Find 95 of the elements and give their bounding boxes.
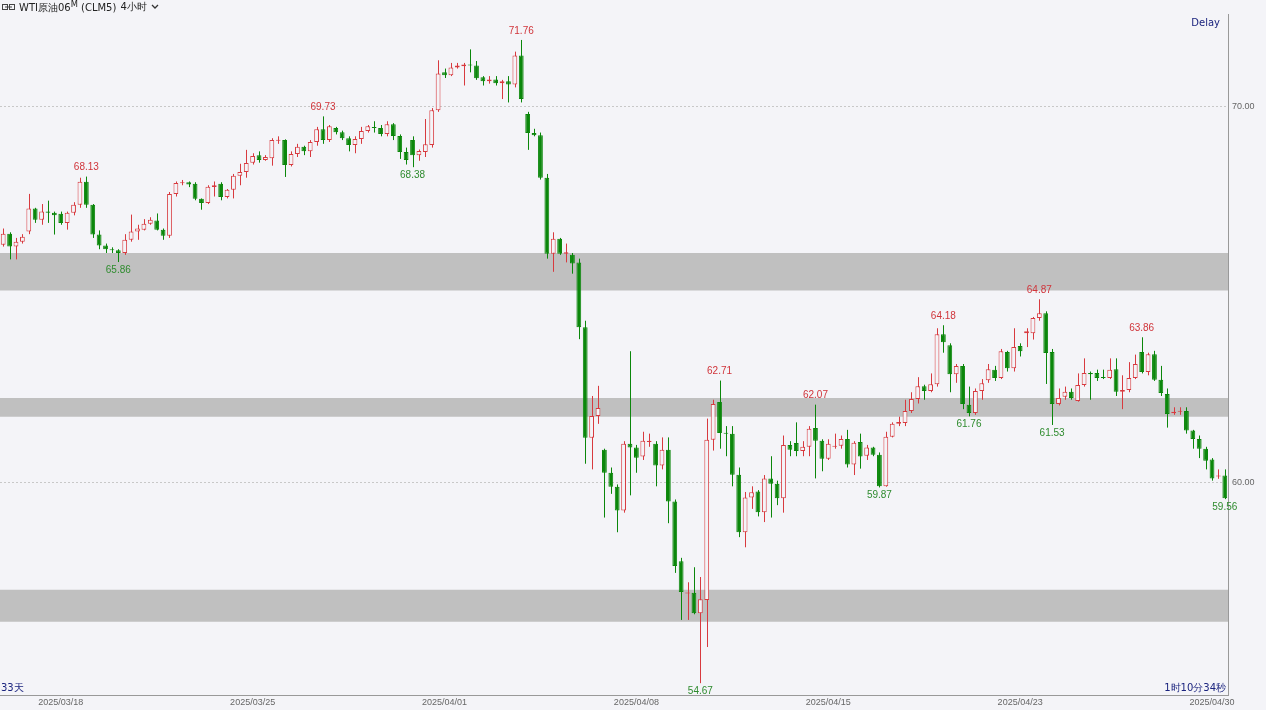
candlestick bbox=[633, 444, 639, 474]
candlestick bbox=[909, 391, 914, 414]
candlestick bbox=[83, 176, 89, 209]
candlestick bbox=[231, 173, 236, 199]
candlestick bbox=[825, 438, 831, 461]
candlestick bbox=[972, 387, 978, 416]
candlestick bbox=[940, 324, 946, 354]
candlestick bbox=[96, 229, 102, 250]
candlestick bbox=[525, 111, 531, 151]
annotation: 61.53 bbox=[1039, 426, 1066, 438]
candlestick bbox=[1075, 372, 1081, 403]
candlestick bbox=[218, 181, 224, 201]
x-tick-label: 2025/04/15 bbox=[805, 697, 851, 708]
x-tick-label: 2025/04/01 bbox=[421, 697, 468, 708]
annotation: 59.56 bbox=[1212, 500, 1238, 512]
annotation: 33天 bbox=[1, 681, 24, 693]
candlestick bbox=[39, 203, 44, 226]
y-tick-label: 70.00 bbox=[1232, 100, 1255, 111]
chart-subtitle: 4小时 bbox=[120, 0, 147, 14]
candlestick bbox=[243, 149, 249, 179]
candlestick bbox=[26, 193, 32, 235]
candlestick bbox=[1203, 446, 1209, 470]
candlestick bbox=[1036, 298, 1042, 322]
x-tick-label: 2025/03/25 bbox=[230, 697, 276, 708]
candlestick bbox=[851, 440, 857, 476]
candlestick bbox=[205, 184, 211, 205]
candlestick bbox=[845, 429, 850, 469]
candlestick bbox=[1190, 429, 1196, 450]
annotation: 64.18 bbox=[930, 309, 957, 321]
x-tick-label: 2025/04/30 bbox=[1189, 697, 1235, 708]
candlestick bbox=[793, 421, 799, 457]
candlestick bbox=[570, 252, 575, 275]
annotation: 59.87 bbox=[866, 489, 893, 501]
candlestick bbox=[1004, 350, 1010, 373]
candlestick bbox=[128, 214, 134, 243]
annotation: 62.71 bbox=[707, 365, 733, 377]
candlestick bbox=[1152, 350, 1157, 382]
candlestick bbox=[653, 440, 658, 487]
candlestick bbox=[1164, 387, 1170, 429]
candlestick bbox=[410, 135, 415, 168]
candlestick bbox=[474, 60, 479, 81]
candlestick bbox=[749, 485, 754, 510]
annotation: 54.67 bbox=[687, 684, 714, 696]
candlestick bbox=[953, 363, 959, 384]
candlestick bbox=[857, 433, 863, 470]
annotation: 71.76 bbox=[508, 24, 535, 36]
candlestick bbox=[269, 137, 275, 167]
annotation: 61.76 bbox=[956, 418, 982, 430]
annotation: 64.87 bbox=[1026, 284, 1053, 296]
candlestick bbox=[985, 363, 991, 384]
candlestick bbox=[314, 126, 319, 147]
candlestick bbox=[0, 228, 6, 248]
candlestick bbox=[397, 133, 403, 160]
candlestick bbox=[608, 467, 614, 495]
candlestick bbox=[813, 404, 818, 479]
candlestick bbox=[1107, 357, 1113, 380]
candlestick bbox=[64, 211, 70, 231]
candlestick bbox=[282, 138, 288, 178]
candlestick bbox=[1222, 468, 1228, 500]
candlestick bbox=[819, 438, 825, 472]
candlestick bbox=[1132, 354, 1138, 380]
annotation: 62.07 bbox=[802, 389, 829, 401]
candlestick bbox=[422, 118, 428, 158]
candlestick bbox=[614, 483, 620, 533]
candlestick bbox=[602, 448, 607, 519]
x-tick-label: 2025/04/23 bbox=[997, 697, 1043, 708]
candlestick bbox=[928, 372, 933, 393]
x-tick-label: 2025/03/18 bbox=[38, 697, 84, 708]
candlestick bbox=[1196, 435, 1202, 459]
annotation: Delay bbox=[1191, 16, 1221, 28]
x-tick-label: 2025/04/08 bbox=[613, 697, 659, 708]
annotation: 68.13 bbox=[73, 161, 100, 173]
candlestick bbox=[768, 455, 774, 519]
chart-title: WTI原油06$^{M}$ (CLM5) bbox=[19, 0, 117, 16]
candlestick bbox=[589, 395, 595, 470]
candlestick bbox=[550, 231, 556, 273]
annotation: 69.73 bbox=[310, 101, 336, 113]
candlestick bbox=[697, 576, 703, 684]
candlestick bbox=[1158, 365, 1164, 397]
candlestick bbox=[640, 431, 646, 461]
candlestick bbox=[237, 163, 243, 186]
candlestick bbox=[1011, 327, 1017, 373]
annotation: 68.38 bbox=[400, 168, 426, 180]
y-tick-label: 60.00 bbox=[1232, 477, 1255, 488]
candlestick bbox=[7, 231, 12, 260]
candlestick bbox=[1126, 361, 1132, 393]
candlestick bbox=[1139, 336, 1145, 374]
candlestick bbox=[506, 75, 511, 103]
candlestick bbox=[1184, 406, 1189, 435]
candlestick bbox=[979, 378, 985, 401]
candlestick bbox=[122, 233, 128, 256]
annotation: 1时10分34秒 bbox=[1164, 681, 1226, 693]
candlestick bbox=[915, 376, 921, 405]
annotation: 63.86 bbox=[1129, 322, 1155, 334]
annotation: 65.86 bbox=[105, 263, 132, 275]
